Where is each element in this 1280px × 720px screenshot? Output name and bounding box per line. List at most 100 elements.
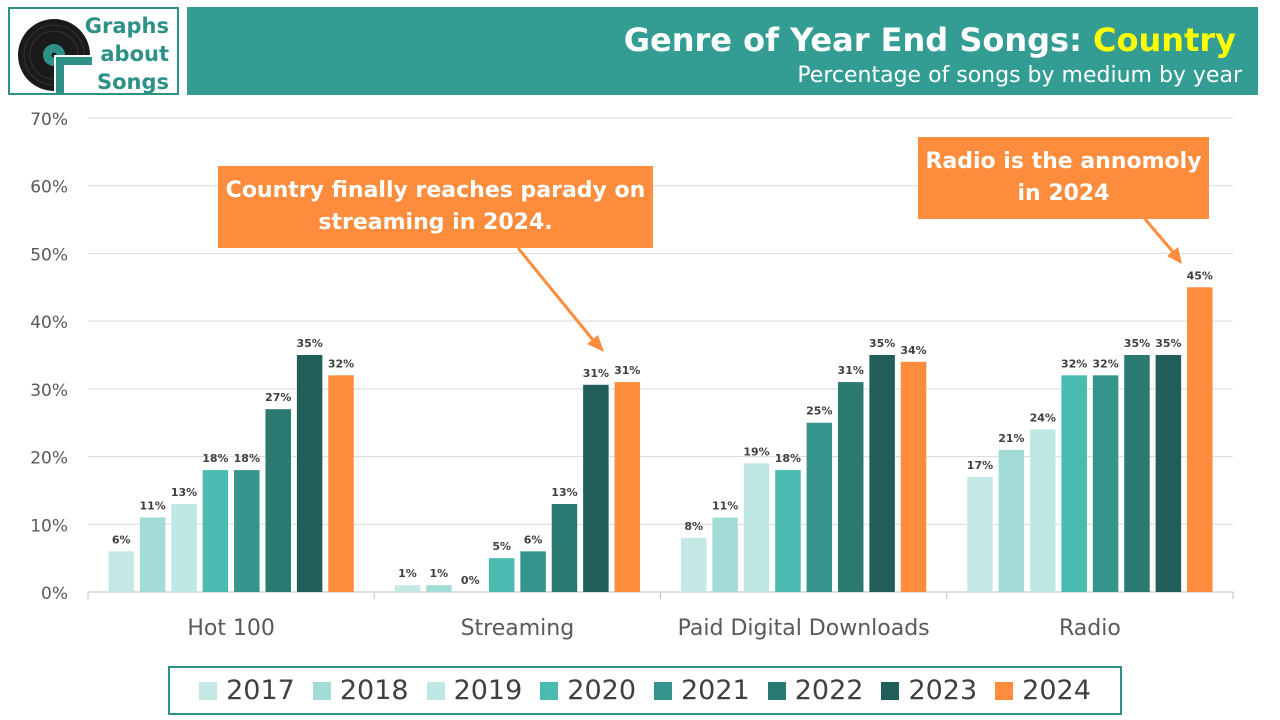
bar-2023: [296, 355, 323, 592]
bar-2020: [488, 558, 515, 592]
data-label: 18%: [202, 452, 228, 465]
bar-2019: [171, 503, 197, 592]
data-label: 5%: [492, 540, 511, 553]
data-label: 27%: [265, 391, 291, 404]
y-tick-label: 10%: [30, 516, 68, 536]
chart-title: Genre of Year End Songs: Country: [624, 21, 1236, 59]
legend-item-2022: 2022: [767, 675, 864, 706]
y-tick-label: 70%: [30, 110, 68, 130]
radio-arrow-line: [1143, 218, 1175, 253]
legend-label: 2024: [1022, 675, 1091, 706]
legend-swatch: [767, 681, 786, 700]
logo: Graphs about Songs: [8, 7, 179, 95]
data-label: 11%: [139, 500, 165, 513]
logo-line-3: Songs: [96, 70, 169, 94]
bar-2022: [837, 382, 864, 592]
data-label: 31%: [838, 364, 864, 377]
vinyl-record-icon: [18, 19, 92, 93]
y-tick-label: 20%: [30, 449, 68, 469]
bar-2021: [234, 470, 260, 592]
streaming-annotation: Country finally reaches parady on stream…: [218, 166, 653, 248]
bar-2017: [967, 476, 993, 592]
bar-2024: [328, 375, 354, 592]
data-label: 32%: [1092, 357, 1118, 370]
bar-2023: [1155, 355, 1182, 592]
bar-2024: [614, 382, 641, 592]
legend-item-2017: 2017: [199, 675, 295, 706]
data-label: 32%: [328, 357, 354, 370]
data-label: 25%: [806, 405, 832, 418]
data-label: 34%: [900, 344, 926, 357]
legend-swatch: [540, 681, 559, 700]
bar-2021: [806, 422, 833, 592]
bar-2020: [775, 470, 801, 592]
data-label: 8%: [684, 520, 703, 533]
y-tick-label: 60%: [30, 178, 68, 198]
bar-2019: [743, 463, 770, 592]
legend-swatch: [995, 681, 1014, 700]
data-label: 35%: [869, 337, 895, 350]
bar-2022: [265, 409, 291, 592]
legend-item-2020: 2020: [540, 675, 636, 706]
legend-item-2023: 2023: [881, 675, 977, 706]
data-label: 18%: [234, 452, 260, 465]
data-label: 0%: [461, 574, 480, 587]
legend-label: 2022: [794, 675, 864, 706]
y-tick-label: 40%: [30, 313, 68, 333]
logo-line-1: Graphs: [84, 14, 169, 38]
bar-2021: [520, 551, 546, 592]
legend-label: 2017: [226, 675, 295, 706]
radio-arrow-head: [1167, 247, 1182, 264]
legend: 2017 2018 2019 2020 2021 2022 2023 2024: [168, 666, 1122, 715]
legend-item-2024: 2024: [995, 675, 1091, 706]
bar-2021: [1092, 375, 1119, 592]
legend-label: 2021: [681, 675, 750, 706]
bar-2023: [583, 384, 609, 592]
radio-annotation: Radio is the annomoly in 2024: [918, 137, 1209, 219]
legend-swatch: [426, 681, 445, 700]
x-category-label: Radio: [1059, 616, 1121, 641]
bar-2019: [1030, 429, 1056, 592]
bar-2020: [1061, 375, 1087, 592]
data-label: 21%: [998, 432, 1024, 445]
y-tick-label: 50%: [30, 245, 68, 265]
data-label: 18%: [775, 452, 801, 465]
bar-2023: [869, 355, 895, 592]
legend-item-2018: 2018: [312, 675, 409, 706]
legend-swatch: [654, 681, 672, 700]
header-bar: Genre of Year End Songs: Country Percent…: [187, 7, 1258, 95]
legend-label: 2023: [908, 675, 978, 706]
y-tick-label: 0%: [41, 584, 68, 604]
bar-2018: [712, 517, 738, 592]
legend-label: 2019: [453, 675, 523, 706]
data-label: 35%: [1155, 337, 1181, 350]
data-label: 13%: [551, 486, 577, 499]
bar-2024: [900, 361, 927, 592]
bar-2017: [680, 537, 707, 592]
data-label: 17%: [967, 459, 993, 472]
legend-swatch: [312, 681, 331, 700]
streaming-arrow-head: [587, 335, 604, 352]
bar-2017: [394, 585, 421, 592]
bar-2017: [108, 551, 134, 592]
bar-2018: [139, 517, 166, 592]
data-label: 11%: [712, 500, 738, 513]
legend-swatch: [199, 681, 218, 700]
data-label: 6%: [524, 533, 543, 546]
chart-subtitle: Percentage of songs by medium by year: [797, 63, 1242, 88]
data-label: 45%: [1187, 269, 1213, 282]
title-highlight: Country: [1093, 21, 1236, 59]
legend-item-2021: 2021: [654, 675, 750, 706]
logo-line-2: about: [100, 42, 169, 66]
data-label: 24%: [1030, 411, 1056, 424]
data-label: 35%: [1124, 337, 1150, 350]
y-tick-label: 30%: [30, 381, 68, 401]
data-label: 31%: [614, 364, 640, 377]
data-label: 35%: [296, 337, 322, 350]
x-category-label: Paid Digital Downloads: [678, 616, 930, 641]
legend-item-2019: 2019: [426, 675, 523, 706]
x-category-label: Hot 100: [187, 616, 275, 641]
streaming-arrow-line: [516, 247, 595, 341]
bar-2018: [998, 449, 1025, 592]
